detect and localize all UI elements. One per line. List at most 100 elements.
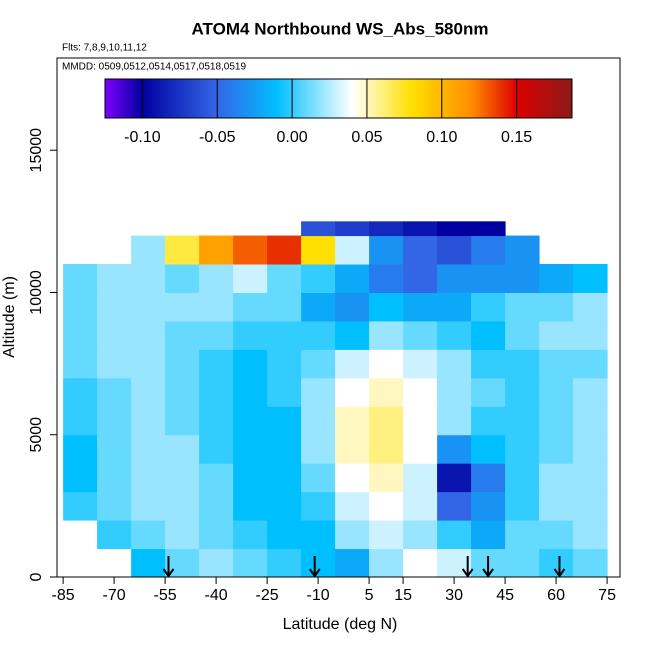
heat-cell [63, 292, 98, 322]
heat-cell [573, 264, 608, 293]
heat-cell [301, 491, 336, 521]
heat-cell [437, 292, 472, 322]
heat-cell [335, 463, 370, 493]
heat-cell [539, 434, 574, 464]
heat-cell [301, 320, 336, 350]
heat-cell [63, 434, 98, 464]
heat-cell [199, 491, 234, 521]
x-tick-label: -40 [205, 587, 228, 604]
heat-cell [165, 520, 200, 550]
colorbar-tick-label: 0.05 [351, 129, 382, 146]
heat-cell [97, 264, 132, 293]
heat-cell [301, 292, 336, 322]
heat-cell [335, 377, 370, 407]
heat-cell [233, 406, 268, 436]
heat-cell [573, 434, 608, 464]
heat-cell [267, 235, 302, 265]
heat-cell [301, 221, 336, 237]
heat-cell [233, 320, 268, 350]
heat-cell [335, 406, 370, 436]
heat-cell [335, 320, 370, 350]
x-tick-label: 75 [598, 587, 616, 604]
heat-cell [505, 463, 540, 493]
heat-cell [403, 491, 438, 521]
x-tick-label: -85 [52, 587, 75, 604]
heat-cell [131, 548, 166, 578]
heat-cell [505, 264, 540, 293]
heat-cell [301, 463, 336, 493]
heat-cell [573, 377, 608, 407]
x-tick-label: -70 [103, 587, 126, 604]
heat-cell [403, 406, 438, 436]
heat-cell [63, 463, 98, 493]
heat-cell [369, 320, 404, 350]
heat-cell [335, 548, 370, 578]
heat-cell [505, 406, 540, 436]
heat-cell [505, 548, 540, 578]
heat-cell [403, 349, 438, 379]
heat-cell [131, 377, 166, 407]
heat-cell [63, 320, 98, 350]
heat-cell [539, 491, 574, 521]
heat-cell [233, 377, 268, 407]
heat-cell [369, 235, 404, 265]
heat-cell [437, 235, 472, 265]
heat-cell [97, 434, 132, 464]
heat-cell [301, 235, 336, 265]
heat-cell [199, 377, 234, 407]
heat-cell [403, 520, 438, 550]
heat-cell [471, 491, 506, 521]
flight-arrow [308, 556, 321, 578]
heat-cell [471, 463, 506, 493]
heat-cell [471, 434, 506, 464]
heat-cell [267, 320, 302, 350]
heat-cell [471, 221, 506, 237]
heat-cell [539, 292, 574, 322]
plot-frame [56, 57, 621, 578]
heat-cell [267, 434, 302, 464]
heat-cell [471, 349, 506, 379]
heat-cell [437, 434, 472, 464]
heat-cell [335, 491, 370, 521]
heat-cell [301, 377, 336, 407]
heat-cell [63, 264, 98, 293]
x-tick-label: 15 [394, 587, 412, 604]
heat-cell [199, 264, 234, 293]
heat-cell [335, 520, 370, 550]
heat-cell [165, 292, 200, 322]
heat-cell [539, 264, 574, 293]
heat-cell [539, 463, 574, 493]
heat-cell [63, 406, 98, 436]
heat-cell [165, 377, 200, 407]
colorbar-tick-label: 0.00 [277, 129, 308, 146]
heat-cell [199, 320, 234, 350]
flight-arrow [553, 556, 566, 578]
x-axis-label: Latitude (deg N) [283, 616, 398, 633]
heat-cell [471, 235, 506, 265]
heat-cell [369, 434, 404, 464]
heat-cell [267, 292, 302, 322]
heat-cell [267, 377, 302, 407]
heat-cell [437, 406, 472, 436]
heat-cell [437, 463, 472, 493]
x-tick-label: 30 [445, 587, 463, 604]
chart-title: ATOM4 Northbound WS_Abs_580nm [192, 19, 489, 38]
heat-cell [573, 548, 608, 578]
x-tick-label: 60 [547, 587, 565, 604]
heat-cell [471, 320, 506, 350]
heat-cell [573, 292, 608, 322]
heat-cell [369, 520, 404, 550]
heat-cell [165, 406, 200, 436]
heat-cell [165, 349, 200, 379]
heat-cell [301, 434, 336, 464]
heat-cell [233, 264, 268, 293]
heat-cell [165, 491, 200, 521]
heat-cell [573, 491, 608, 521]
heat-cell [267, 463, 302, 493]
heat-cell [233, 292, 268, 322]
heat-cell [403, 320, 438, 350]
heat-cell [233, 434, 268, 464]
heat-cell [437, 221, 472, 237]
heat-cell [199, 406, 234, 436]
heat-cell [369, 377, 404, 407]
